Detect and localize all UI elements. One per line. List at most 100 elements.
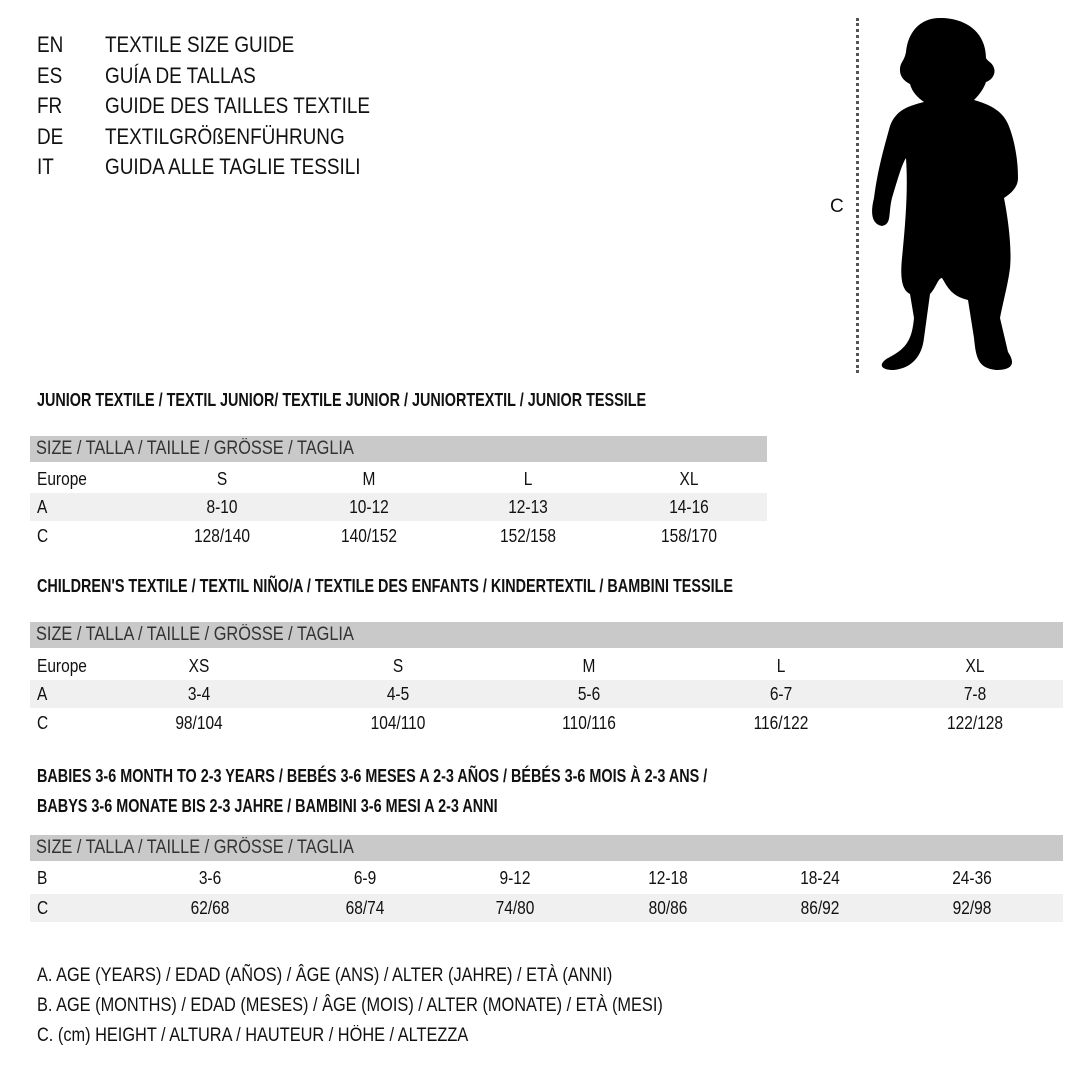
- table-header: SIZE / TALLA / TAILLE / GRÖSSE / TAGLIA: [30, 436, 767, 462]
- table-cell: 80/86: [645, 894, 690, 922]
- table-cell-text: 62/68: [190, 898, 230, 918]
- table-cell-text: 86/92: [800, 898, 840, 918]
- row-label: A: [37, 493, 49, 521]
- table-cell-text: 24-36: [952, 868, 992, 888]
- table-cell: 5-6: [576, 680, 602, 708]
- legend-item: B. AGE (MONTHS) / EDAD (MESES) / ÂGE (MO…: [37, 995, 765, 1017]
- height-dotted-line: [856, 18, 859, 373]
- language-code: EN: [37, 32, 68, 58]
- table-cell-text: 6-9: [353, 868, 377, 888]
- table-row: Europe XS S M L XL: [30, 652, 1063, 680]
- language-code: ES: [37, 63, 66, 89]
- table-cell-text: S: [216, 469, 228, 489]
- table-cell: 6-9: [352, 864, 378, 892]
- table-cell-text: M: [582, 656, 596, 676]
- table-title: CHILDREN'S TEXTILE / TEXTIL NIÑO/A / TEX…: [37, 576, 907, 597]
- table-title-text: JUNIOR TEXTILE / TEXTIL JUNIOR/ TEXTILE …: [37, 390, 647, 410]
- language-code-text: EN: [37, 32, 64, 57]
- height-label: C: [830, 196, 844, 217]
- table-cell: 92/98: [949, 894, 994, 922]
- row-label-text: C: [37, 526, 49, 546]
- row-label-text: A: [37, 497, 48, 517]
- row-label-text: A: [37, 684, 48, 704]
- row-label: A: [37, 680, 49, 708]
- table-row: C 98/104 104/110 110/116 116/122 122/128: [30, 709, 1063, 737]
- table-cell: S: [392, 652, 404, 680]
- table-header-text: SIZE / TALLA / TAILLE / GRÖSSE / TAGLIA: [36, 837, 354, 858]
- table-cell: 18-24: [797, 864, 843, 892]
- row-label-text: Europe: [37, 656, 87, 676]
- guide-title: GUIDE DES TAILLES TEXTILE: [105, 93, 413, 119]
- row-label-text: B: [37, 868, 48, 888]
- table-cell: 8-10: [204, 493, 240, 521]
- table-title-text: CHILDREN'S TEXTILE / TEXTIL NIÑO/A / TEX…: [37, 576, 734, 596]
- table-cell: 86/92: [797, 894, 842, 922]
- legend-item-text: A. AGE (YEARS) / EDAD (AÑOS) / ÂGE (ANS)…: [37, 965, 613, 986]
- legend-item-text: B. AGE (MONTHS) / EDAD (MESES) / ÂGE (MO…: [37, 995, 663, 1016]
- guide-title: GUIDA ALLE TAGLIE TESSILI: [105, 154, 402, 180]
- table-cell: 10-12: [346, 493, 392, 521]
- row-label: C: [37, 709, 50, 737]
- table-cell-text: 10-12: [349, 497, 389, 517]
- table-title: BABIES 3-6 MONTH TO 2-3 YEARS / BEBÉS 3-…: [37, 766, 875, 787]
- table-cell: 122/128: [942, 709, 1007, 737]
- table-cell-text: S: [392, 656, 404, 676]
- table-title: BABYS 3-6 MONATE BIS 2-3 JAHRE / BAMBINI…: [37, 796, 613, 817]
- row-label-text: C: [37, 713, 49, 733]
- language-code-text: IT: [37, 154, 54, 179]
- table-cell: 24-36: [949, 864, 995, 892]
- table-header-text: SIZE / TALLA / TAILLE / GRÖSSE / TAGLIA: [36, 624, 354, 645]
- table-cell-text: 128/140: [194, 526, 250, 546]
- table-cell: 9-12: [497, 864, 533, 892]
- table-cell: 104/110: [366, 709, 430, 737]
- child-silhouette-icon: [872, 18, 1018, 370]
- table-cell-text: XL: [965, 656, 985, 676]
- table-row: A 3-4 4-5 5-6 6-7 7-8: [30, 680, 1063, 708]
- table-cell: S: [216, 465, 228, 493]
- table-cell-text: 18-24: [800, 868, 840, 888]
- table-row: B 3-6 6-9 9-12 12-18 18-24 24-36: [30, 864, 1063, 892]
- guide-title-text: GUIDA ALLE TAGLIE TESSILI: [105, 154, 361, 179]
- table-cell: 12-18: [645, 864, 691, 892]
- table-cell-text: 104/110: [370, 713, 426, 733]
- table-cell-text: 122/128: [947, 713, 1003, 733]
- language-code: FR: [37, 93, 66, 119]
- table-cell: 12-13: [505, 493, 551, 521]
- legend-item: A. AGE (YEARS) / EDAD (AÑOS) / ÂGE (ANS)…: [37, 965, 706, 987]
- row-label: B: [37, 864, 49, 892]
- language-code: IT: [37, 154, 57, 180]
- table-header: SIZE / TALLA / TAILLE / GRÖSSE / TAGLIA: [30, 622, 1063, 648]
- table-title-text: BABIES 3-6 MONTH TO 2-3 YEARS / BEBÉS 3-…: [37, 766, 708, 786]
- table-cell-text: 8-10: [206, 497, 238, 517]
- table-cell-text: 110/116: [562, 713, 616, 733]
- table-cell: 7-8: [962, 680, 988, 708]
- table-cell: 6-7: [768, 680, 794, 708]
- guide-title-text: GUIDE DES TAILLES TEXTILE: [105, 93, 370, 118]
- legend-item: C. (cm) HEIGHT / ALTURA / HAUTEUR / HÖHE…: [37, 1025, 538, 1047]
- table-cell: M: [362, 465, 377, 493]
- table-cell-text: 116/122: [753, 713, 809, 733]
- table-cell-text: 3-6: [198, 868, 222, 888]
- table-cell: 140/152: [336, 522, 401, 550]
- table-cell: 128/140: [189, 522, 254, 550]
- guide-title: GUÍA DE TALLAS: [105, 63, 280, 89]
- table-cell-text: 4-5: [386, 684, 410, 704]
- table-cell: 116/122: [749, 709, 813, 737]
- table-cell-text: 140/152: [341, 526, 397, 546]
- table-row: C 62/68 68/74 74/80 80/86 86/92 92/98: [30, 894, 1063, 922]
- language-code: DE: [37, 124, 68, 150]
- table-cell-text: L: [523, 469, 533, 489]
- table-cell-text: 14-16: [669, 497, 709, 517]
- table-cell: 74/80: [492, 894, 537, 922]
- table-cell: M: [582, 652, 597, 680]
- row-label-text: C: [37, 898, 49, 918]
- table-row: A 8-10 10-12 12-13 14-16: [30, 493, 767, 521]
- table-cell-text: 74/80: [495, 898, 535, 918]
- language-code-text: ES: [37, 62, 63, 88]
- row-label: Europe: [37, 652, 95, 680]
- table-cell-text: 98/104: [175, 713, 223, 733]
- table-header-text: SIZE / TALLA / TAILLE / GRÖSSE / TAGLIA: [36, 438, 354, 459]
- table-cell: XL: [678, 465, 700, 493]
- table-cell-text: 68/74: [345, 898, 385, 918]
- table-cell: L: [523, 465, 533, 493]
